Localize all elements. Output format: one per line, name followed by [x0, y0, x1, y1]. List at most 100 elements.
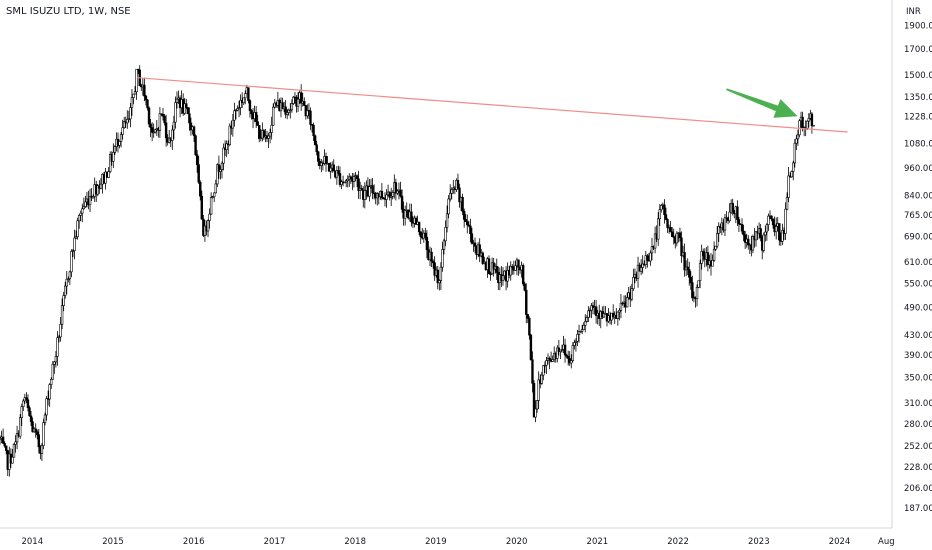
candle-body — [270, 124, 273, 133]
candle-body — [129, 107, 132, 120]
candle-body — [501, 275, 505, 281]
x-axis[interactable]: 2014 2015 2016 2017 2018 2019 2020 2021 2022 2023… — [0, 527, 895, 547]
candle-body — [767, 215, 770, 225]
candle-body — [447, 198, 450, 215]
candle-body — [461, 197, 464, 212]
candle-body — [25, 397, 28, 401]
candle-body — [517, 259, 520, 268]
candle-body — [281, 102, 284, 110]
candle-body — [781, 230, 784, 242]
candle-body — [121, 127, 124, 135]
candle-body — [414, 217, 418, 225]
candle-body — [65, 278, 68, 287]
candle-body — [310, 124, 314, 126]
x-tick-label: 2015 — [102, 537, 124, 547]
candle-body — [565, 354, 568, 357]
candle-body — [76, 220, 79, 238]
candle-body — [150, 127, 154, 133]
candle-body — [560, 349, 564, 351]
y-tick-label: 1350.00 — [904, 93, 932, 103]
candle-body — [466, 221, 469, 226]
candle-body — [689, 276, 693, 284]
candle-body — [54, 356, 58, 363]
candle-body — [523, 283, 526, 291]
candle-body — [163, 115, 166, 124]
candle-body — [559, 349, 562, 352]
candle-body — [12, 444, 16, 458]
candle-body — [82, 206, 86, 210]
candle-body — [143, 84, 146, 97]
candle-body — [64, 285, 67, 296]
candle-body — [346, 178, 349, 182]
candle-body — [571, 345, 575, 361]
candle-body — [525, 289, 528, 315]
y-tick-label: 390.00 — [904, 351, 932, 361]
candle-body — [672, 236, 675, 238]
candle-body — [363, 190, 367, 200]
candle-body — [650, 246, 654, 254]
candle-body — [580, 329, 584, 332]
candle-body — [469, 225, 472, 235]
candle-body — [337, 170, 340, 174]
candle-body — [127, 118, 131, 120]
y-tick-label: 310.00 — [904, 399, 932, 409]
candle-body — [669, 227, 672, 233]
candle-body — [338, 173, 342, 185]
candle-body — [26, 399, 30, 409]
candle-body — [315, 144, 318, 153]
candle-body — [528, 318, 531, 336]
candle-body — [531, 359, 534, 384]
candle-body — [770, 215, 773, 220]
candle-body — [247, 87, 250, 101]
candle-body — [237, 107, 241, 109]
candle-body — [71, 250, 75, 252]
candle-body — [737, 219, 741, 225]
candle-body — [208, 213, 211, 221]
candle-body — [62, 295, 65, 306]
candle-body — [785, 197, 789, 210]
candle-body — [534, 408, 537, 418]
candle-body — [183, 103, 186, 114]
candle-body — [309, 110, 312, 125]
candle-body — [313, 135, 317, 146]
candle-body — [324, 156, 328, 164]
candle-body — [683, 252, 686, 271]
candle-body — [695, 287, 699, 300]
candle-body — [285, 112, 289, 115]
y-tick-label: 610.00 — [904, 258, 932, 268]
candle-body — [50, 379, 53, 385]
candle-body — [57, 336, 61, 339]
candle-body — [195, 154, 199, 165]
candle-body — [385, 194, 388, 200]
candle-body — [154, 129, 157, 133]
candle-body — [96, 185, 100, 195]
candle-body — [112, 152, 115, 162]
candle-body — [582, 324, 585, 330]
candle-body — [56, 337, 59, 357]
candle-body — [728, 211, 731, 221]
candle-body — [417, 221, 421, 233]
candle-body — [250, 110, 253, 115]
candle-body — [357, 178, 360, 191]
candle-body — [394, 182, 398, 194]
candle-body — [11, 456, 14, 464]
candle-body — [320, 162, 323, 166]
candle-body — [242, 97, 245, 104]
candle-body — [714, 245, 717, 250]
y-tick-label: 1228.05 — [904, 113, 932, 123]
candle-body — [390, 196, 393, 198]
y-axis[interactable]: INR 1900.00 1700.00 1500.00 1350.00 1228.05 10… — [891, 0, 932, 528]
candle-body — [3, 442, 6, 447]
x-tick-label: Aug — [878, 537, 895, 547]
candle-body — [487, 258, 491, 275]
candle-body — [258, 125, 261, 139]
candle-body — [194, 135, 197, 156]
candle-body — [352, 176, 356, 182]
candle-body — [470, 233, 474, 244]
candle-body — [267, 135, 270, 139]
candle-body — [594, 306, 598, 316]
candle-body — [107, 171, 110, 178]
y-tick-label: 1900.00 — [904, 22, 932, 32]
candle-body — [77, 215, 81, 222]
